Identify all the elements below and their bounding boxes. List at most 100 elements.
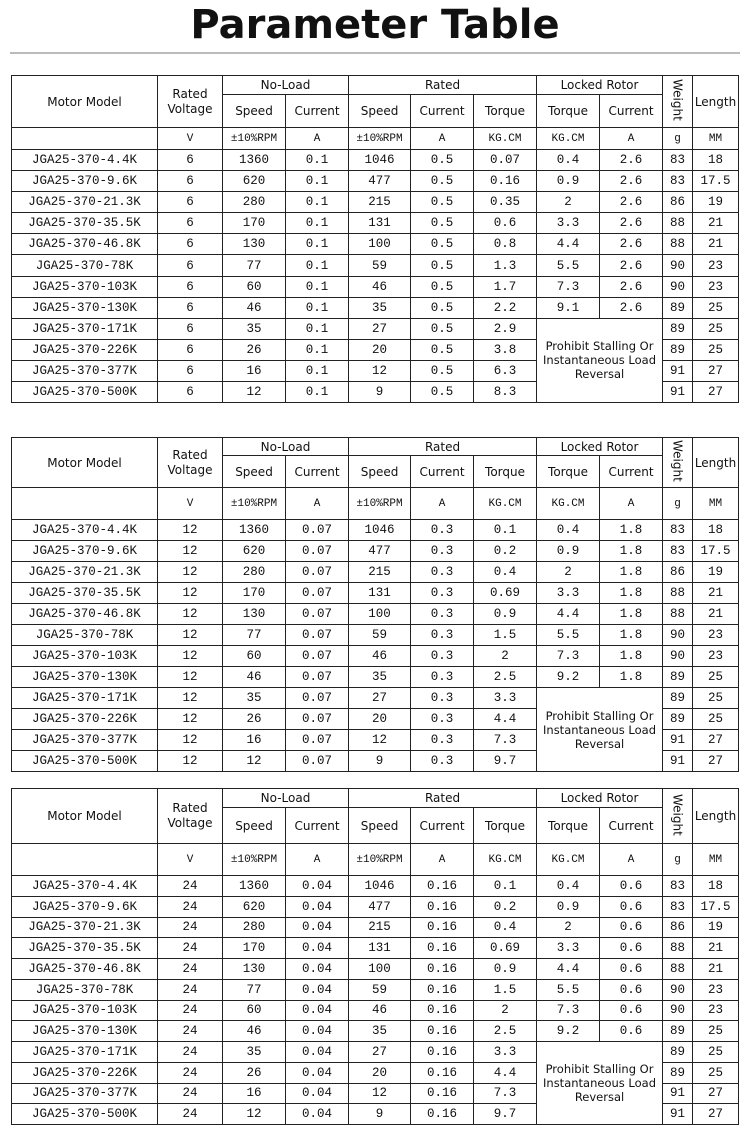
length-cell: 25 (692, 687, 740, 709)
rated-torque-cell: 3.8 (473, 338, 538, 361)
weight-cell: 88 (662, 582, 694, 604)
rated-speed-cell: 59 (348, 978, 412, 1001)
locked-current-cell: 0.6 (599, 895, 664, 918)
unit-label: A (284, 127, 350, 150)
table-row: JGA25-370-377K 24 16 0.04 12 0.16 7.3 91 27 (11, 1082, 740, 1105)
no-load-current-cell: 0.04 (284, 916, 350, 939)
no-load-speed-cell: 77 (222, 254, 286, 277)
weight-cell: 88 (662, 937, 694, 959)
motor-model-cell: JGA25-370-21.3K (11, 561, 158, 583)
no-load-header: No-Load (221, 788, 350, 808)
locked-torque-cell: 2 (536, 561, 601, 583)
subheader-row: Speed Current Speed Current Torque Torque Curr… (12, 455, 739, 488)
table-row: JGA25-370-46.8K 6 130 0.1 100 0.5 0.8 4.4 2.6 88 2… (11, 233, 740, 256)
rated-speed-cell: 27 (348, 317, 412, 340)
no-load-current-header: Current (284, 455, 350, 488)
rated-speed-cell: 35 (348, 296, 412, 319)
unit-label: A (410, 127, 475, 150)
rated-speed-cell: 131 (348, 937, 412, 959)
weight-cell: 83 (662, 148, 694, 172)
rated-current-cell: 0.3 (410, 561, 475, 583)
prohibit-stalling-note: Prohibit Stalling Or Instantaneous Load … (536, 317, 664, 404)
unit-label: KG.CM (473, 843, 538, 876)
rated-speed-cell: 215 (348, 916, 412, 939)
locked-rotor-header: Locked Rotor (536, 437, 664, 456)
no-load-current-cell: 0.07 (284, 582, 350, 604)
motor-model-cell: JGA25-370-46.8K (11, 958, 158, 980)
unit-label: g (662, 843, 694, 876)
table-row: JGA25-370-4.4K 6 1360 0.1 1046 0.5 0.07 0.4 2.6 8… (11, 148, 740, 172)
rated-current-cell: 0.5 (410, 191, 475, 214)
rated-speed-cell: 35 (348, 1020, 412, 1042)
locked-current-cell: 2.6 (599, 233, 664, 256)
length-cell: 25 (692, 1061, 740, 1084)
rated-voltage-cell: 24 (157, 1103, 223, 1125)
rated-voltage-header: Rated Voltage (157, 75, 223, 128)
rated-header: Rated (348, 437, 538, 456)
rated-voltage-cell: 12 (157, 519, 223, 541)
rated-speed-header: Speed (348, 807, 412, 844)
rated-speed-cell: 215 (348, 191, 412, 214)
no-load-current-cell: 0.1 (284, 170, 350, 193)
rated-current-cell: 0.16 (410, 937, 475, 959)
locked-torque-cell: 7.3 (536, 999, 601, 1022)
unit-label: KG.CM (536, 843, 601, 876)
no-load-speed-cell: 60 (222, 275, 286, 298)
rated-voltage-cell: 24 (157, 1061, 223, 1084)
rated-voltage-cell: 6 (157, 317, 223, 340)
rated-speed-cell: 477 (348, 895, 412, 918)
rated-torque-cell: 2 (473, 999, 538, 1022)
weight-cell: 88 (662, 212, 694, 235)
length-cell: 23 (692, 254, 740, 277)
unit-label: MM (692, 127, 740, 150)
table-row: JGA25-370-9.6K 6 620 0.1 477 0.5 0.16 0.9 2.6 83 1… (11, 170, 740, 193)
locked-current-cell: 0.6 (599, 916, 664, 939)
locked-torque-header: Torque (536, 94, 601, 128)
no-load-current-cell: 0.07 (284, 519, 350, 541)
weight-cell: 86 (662, 916, 694, 939)
table-row: JGA25-370-500K 24 12 0.04 9 0.16 9.7 91 27 (11, 1103, 740, 1125)
length-cell: 17.5 (692, 895, 740, 918)
rated-speed-cell: 46 (348, 999, 412, 1022)
weight-header: Weight (662, 75, 694, 128)
motor-model-cell: JGA25-370-226K (11, 338, 158, 361)
rated-current-cell: 0.16 (410, 958, 475, 980)
length-cell: 19 (692, 191, 740, 214)
motor-model-cell: JGA25-370-226K (11, 1061, 158, 1084)
unit-label: A (599, 127, 664, 150)
motor-model-cell: JGA25-370-171K (11, 317, 158, 340)
rated-speed-cell: 35 (348, 666, 412, 688)
no-load-current-cell: 0.07 (284, 666, 350, 688)
rated-voltage-cell: 24 (157, 999, 223, 1022)
rated-voltage-cell: 24 (157, 978, 223, 1001)
rated-current-cell: 0.5 (410, 233, 475, 256)
motor-model-cell: JGA25-370-377K (11, 359, 158, 383)
no-load-current-cell: 0.04 (284, 1061, 350, 1084)
rated-current-cell: 0.16 (410, 999, 475, 1022)
rated-torque-cell: 0.6 (473, 212, 538, 235)
weight-cell: 89 (662, 317, 694, 340)
weight-cell: 90 (662, 999, 694, 1022)
rated-torque-cell: 0.35 (473, 191, 538, 214)
motor-model-cell: JGA25-370-21.3K (11, 916, 158, 939)
no-load-speed-cell: 16 (222, 359, 286, 383)
rated-torque-cell: 0.8 (473, 233, 538, 256)
no-load-current-cell: 0.1 (284, 212, 350, 235)
rated-torque-cell: 8.3 (473, 381, 538, 404)
weight-cell: 90 (662, 275, 694, 298)
locked-current-cell: 0.6 (599, 999, 664, 1022)
rated-speed-cell: 46 (348, 645, 412, 667)
no-load-current-cell: 0.04 (284, 999, 350, 1022)
no-load-current-cell: 0.04 (284, 1082, 350, 1105)
rated-torque-cell: 0.69 (473, 937, 538, 959)
no-load-current-cell: 0.1 (284, 275, 350, 298)
no-load-current-cell: 0.1 (284, 191, 350, 214)
motor-model-cell: JGA25-370-377K (11, 729, 158, 751)
weight-header: Weight (662, 437, 694, 488)
locked-current-header: Current (599, 94, 664, 128)
locked-current-cell: 0.6 (599, 1020, 664, 1042)
motor-model-cell: JGA25-370-171K (11, 687, 158, 709)
rated-current-cell: 0.16 (410, 1082, 475, 1105)
locked-torque-cell: 0.9 (536, 540, 601, 562)
